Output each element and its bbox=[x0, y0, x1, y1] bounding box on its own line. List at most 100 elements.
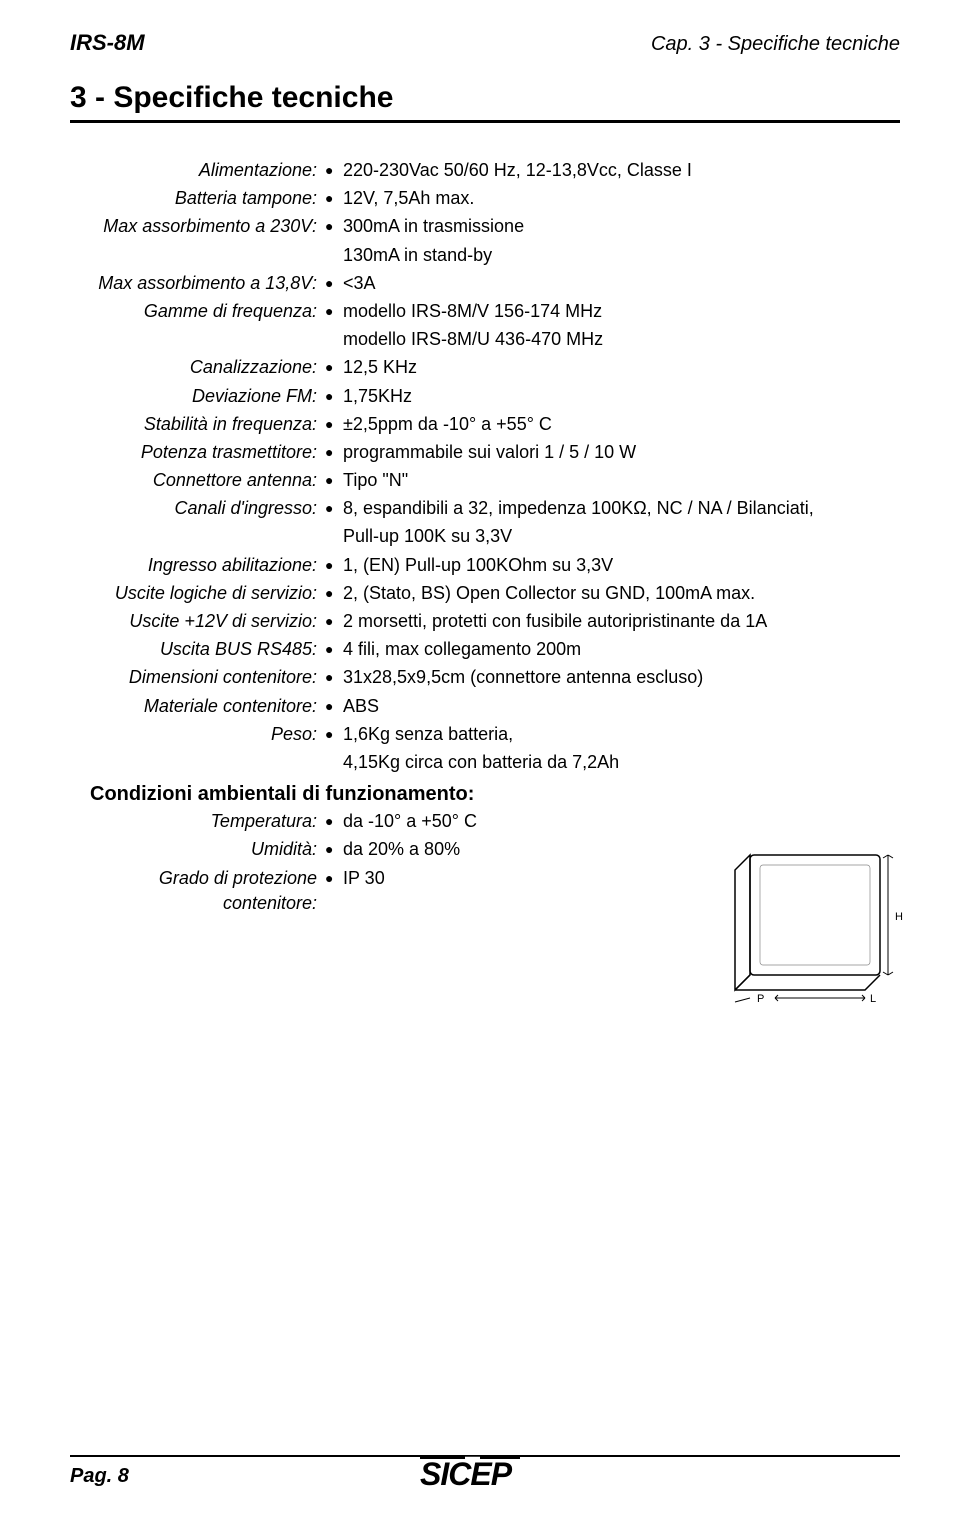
dim-label-l: L bbox=[870, 993, 876, 1005]
spec-row: Batteria tampone:●12V, 7,5Ah max. bbox=[70, 186, 900, 211]
spec-value: 220-230Vac 50/60 Hz, 12-13,8Vcc, Classe … bbox=[343, 158, 900, 183]
spec-label: Max assorbimento a 230V: bbox=[70, 214, 325, 239]
spec-row: Connettore antenna:●Tipo "N" bbox=[70, 468, 900, 493]
spec-label: Uscita BUS RS485: bbox=[70, 637, 325, 662]
spec-row: Uscite +12V di servizio:●2 morsetti, pro… bbox=[70, 609, 900, 634]
spec-row: Dimensioni contenitore:●31x28,5x9,5cm (c… bbox=[70, 665, 900, 690]
bullet-icon: ● bbox=[325, 468, 343, 493]
spec-value: programmabile sui valori 1 / 5 / 10 W bbox=[343, 440, 900, 465]
spec-row: Materiale contenitore:●ABS bbox=[70, 694, 900, 719]
bullet-icon: ● bbox=[325, 694, 343, 719]
bullet-icon: ● bbox=[325, 355, 343, 380]
spec-row: Canalizzazione:●12,5 KHz bbox=[70, 355, 900, 380]
spec-label: Peso: bbox=[70, 722, 325, 747]
spec-label: Temperatura: bbox=[70, 809, 325, 834]
spec-label: Uscite logiche di servizio: bbox=[70, 581, 325, 606]
device-dimensions-diagram: H P L bbox=[705, 840, 905, 1005]
spec-value: Pull-up 100K su 3,3V bbox=[343, 524, 900, 549]
bullet-icon: ● bbox=[325, 412, 343, 437]
spec-row-continuation: 4,15Kg circa con batteria da 7,2Ah bbox=[70, 750, 900, 775]
bullet-icon: ● bbox=[325, 271, 343, 296]
spec-value: 300mA in trasmissione bbox=[343, 214, 900, 239]
spec-row: Gamme di frequenza:●modello IRS-8M/V 156… bbox=[70, 299, 900, 324]
company-logo: SICEP bbox=[420, 1455, 550, 1498]
section-title: 3 - Specifiche tecniche bbox=[70, 81, 900, 123]
bullet-icon: ● bbox=[325, 581, 343, 606]
spec-label: Uscite +12V di servizio: bbox=[70, 609, 325, 634]
dim-label-p: P bbox=[757, 993, 764, 1005]
spec-value: 1, (EN) Pull-up 100KOhm su 3,3V bbox=[343, 553, 900, 578]
bullet-icon: ● bbox=[325, 866, 343, 916]
spec-value: 31x28,5x9,5cm (connettore antenna esclus… bbox=[343, 665, 900, 690]
subsection-title: Condizioni ambientali di funzionamento: bbox=[90, 783, 900, 806]
spec-label: Gamme di frequenza: bbox=[70, 299, 325, 324]
spec-value: modello IRS-8M/U 436-470 MHz bbox=[343, 327, 900, 352]
spec-label: Umidità: bbox=[70, 837, 325, 862]
bullet-icon: ● bbox=[325, 158, 343, 183]
spec-label: Potenza trasmettitore: bbox=[70, 440, 325, 465]
spec-label: Connettore antenna: bbox=[70, 468, 325, 493]
spec-value: 4 fili, max collegamento 200m bbox=[343, 637, 900, 662]
bullet-icon: ● bbox=[325, 637, 343, 662]
bullet-icon: ● bbox=[325, 214, 343, 239]
spec-row: Temperatura:●da -10° a +50° C bbox=[70, 809, 900, 834]
spec-label: Grado di protezionecontenitore: bbox=[70, 866, 325, 916]
bullet-icon: ● bbox=[325, 609, 343, 634]
bullet-icon: ● bbox=[325, 186, 343, 211]
spec-row: Deviazione FM:●1,75KHz bbox=[70, 384, 900, 409]
spec-label: Ingresso abilitazione: bbox=[70, 553, 325, 578]
dim-label-h: H bbox=[895, 911, 903, 923]
spec-row-continuation: 130mA in stand-by bbox=[70, 243, 900, 268]
bullet-icon: ● bbox=[325, 299, 343, 324]
spec-value: ±2,5ppm da -10° a +55° C bbox=[343, 412, 900, 437]
spec-value: <3A bbox=[343, 271, 900, 296]
spec-label: Canali d'ingresso: bbox=[70, 496, 325, 521]
spec-row: Potenza trasmettitore:●programmabile sui… bbox=[70, 440, 900, 465]
spec-row: Peso:●1,6Kg senza batteria, bbox=[70, 722, 900, 747]
spec-value: 8, espandibili a 32, impedenza 100KΩ, NC… bbox=[343, 496, 900, 521]
spec-value: modello IRS-8M/V 156-174 MHz bbox=[343, 299, 900, 324]
spec-value: 12V, 7,5Ah max. bbox=[343, 186, 900, 211]
svg-text:SICEP: SICEP bbox=[420, 1456, 513, 1492]
bullet-icon: ● bbox=[325, 809, 343, 834]
header-product: IRS-8M bbox=[70, 30, 145, 56]
spec-value: 130mA in stand-by bbox=[343, 243, 900, 268]
spec-value: Tipo "N" bbox=[343, 468, 900, 493]
spec-row-continuation: Pull-up 100K su 3,3V bbox=[70, 524, 900, 549]
spec-value: 4,15Kg circa con batteria da 7,2Ah bbox=[343, 750, 900, 775]
spec-row: Canali d'ingresso:●8, espandibili a 32, … bbox=[70, 496, 900, 521]
spec-row-continuation: modello IRS-8M/U 436-470 MHz bbox=[70, 327, 900, 352]
spec-row: Uscite logiche di servizio:●2, (Stato, B… bbox=[70, 581, 900, 606]
bullet-icon: ● bbox=[325, 722, 343, 747]
spec-value: 12,5 KHz bbox=[343, 355, 900, 380]
bullet-icon: ● bbox=[325, 496, 343, 521]
page-header: IRS-8M Cap. 3 - Specifiche tecniche bbox=[70, 30, 900, 56]
spec-row: Uscita BUS RS485:●4 fili, max collegamen… bbox=[70, 637, 900, 662]
header-chapter: Cap. 3 - Specifiche tecniche bbox=[651, 33, 900, 56]
spec-value: 1,6Kg senza batteria, bbox=[343, 722, 900, 747]
bullet-icon: ● bbox=[325, 384, 343, 409]
spec-value: ABS bbox=[343, 694, 900, 719]
spec-value: 2, (Stato, BS) Open Collector su GND, 10… bbox=[343, 581, 900, 606]
spec-row: Max assorbimento a 230V:●300mA in trasmi… bbox=[70, 214, 900, 239]
spec-label: Deviazione FM: bbox=[70, 384, 325, 409]
spec-row: Ingresso abilitazione:●1, (EN) Pull-up 1… bbox=[70, 553, 900, 578]
spec-label: Materiale contenitore: bbox=[70, 694, 325, 719]
spec-label: Batteria tampone: bbox=[70, 186, 325, 211]
bullet-icon: ● bbox=[325, 553, 343, 578]
spec-label: Alimentazione: bbox=[70, 158, 325, 183]
spec-row: Stabilità in frequenza:●±2,5ppm da -10° … bbox=[70, 412, 900, 437]
bullet-icon: ● bbox=[325, 440, 343, 465]
spec-value: 2 morsetti, protetti con fusibile autori… bbox=[343, 609, 900, 634]
page-footer: Pag. 8 SICEP bbox=[70, 1455, 900, 1488]
spec-label: Canalizzazione: bbox=[70, 355, 325, 380]
spec-label: Stabilità in frequenza: bbox=[70, 412, 325, 437]
spec-value: 1,75KHz bbox=[343, 384, 900, 409]
specifications-list: Alimentazione:●220-230Vac 50/60 Hz, 12-1… bbox=[70, 158, 900, 775]
spec-label: Dimensioni contenitore: bbox=[70, 665, 325, 690]
bullet-icon: ● bbox=[325, 837, 343, 862]
spec-row: Max assorbimento a 13,8V:●<3A bbox=[70, 271, 900, 296]
spec-label: Max assorbimento a 13,8V: bbox=[70, 271, 325, 296]
spec-row: Alimentazione:●220-230Vac 50/60 Hz, 12-1… bbox=[70, 158, 900, 183]
spec-value: da -10° a +50° C bbox=[343, 809, 900, 834]
